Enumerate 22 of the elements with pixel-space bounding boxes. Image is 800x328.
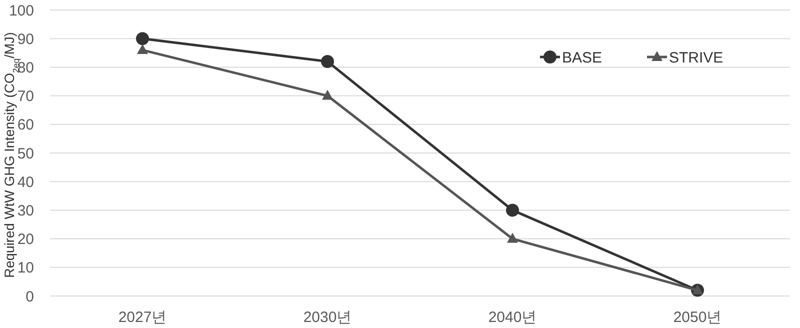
y-tick-label: 50 — [17, 145, 34, 162]
y-tick-label: 0 — [26, 288, 34, 306]
point — [321, 54, 334, 68]
y-tick-label: 60 — [17, 116, 34, 134]
y-tick-label: 10 — [17, 260, 34, 277]
y-tick-label: 30 — [17, 202, 34, 220]
x-tick-label: 2040년 — [488, 309, 537, 326]
point — [322, 90, 333, 100]
legend-label: BASE — [562, 49, 602, 66]
y-tick-label: 90 — [17, 30, 34, 48]
legend-label: STRIVE — [669, 49, 724, 66]
x-tick-label: 2027년 — [118, 309, 167, 326]
point — [692, 284, 703, 294]
point — [136, 32, 149, 46]
x-tick-label: 2050년 — [673, 309, 722, 326]
x-tick-label: 2030년 — [303, 309, 352, 326]
y-tick-label: 70 — [17, 88, 34, 106]
point — [137, 44, 148, 54]
point — [506, 204, 519, 217]
point — [507, 232, 518, 243]
y-tick-label: 100 — [8, 2, 34, 20]
y-tick-label: 40 — [17, 174, 34, 191]
